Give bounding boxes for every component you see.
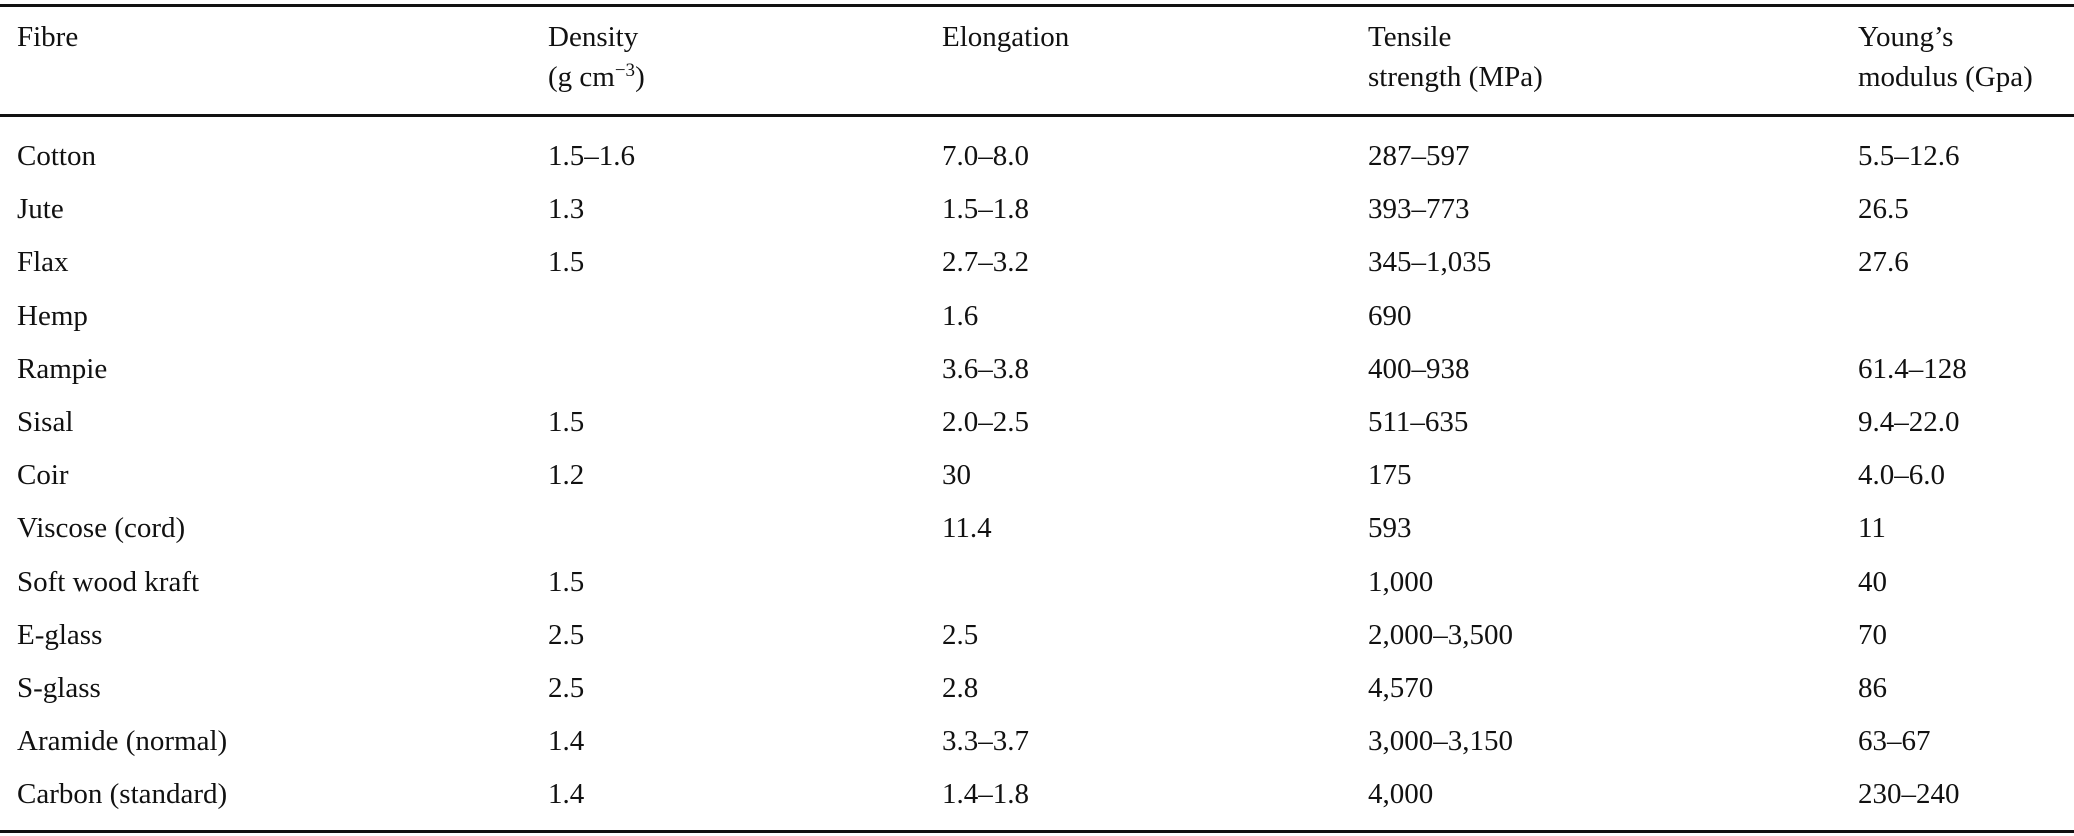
table-cell: 11: [1858, 512, 1886, 545]
fibre-name: Flax: [17, 246, 69, 279]
table-cell: 2.5: [548, 618, 585, 651]
table-cell: 593: [1368, 512, 1412, 545]
table-cell: 4.0–6.0: [1858, 459, 1945, 492]
table-cell: 30: [942, 459, 971, 492]
fibre-name: Rampie: [17, 352, 108, 385]
table-cell: 63–67: [1858, 725, 1931, 758]
table-cell: 345–1,035: [1368, 246, 1492, 279]
table-cell: 1.5: [548, 565, 585, 598]
table-cell: 40: [1858, 565, 1887, 598]
table-cell: 230–240: [1858, 778, 1960, 811]
table-cell: 7.0–8.0: [942, 140, 1029, 172]
table-cell: 1.5: [548, 406, 585, 438]
table-cell: 1.2: [548, 459, 585, 492]
table-cell: 2,000–3,500: [1368, 618, 1513, 651]
fibre-name: Soft wood kraft: [17, 565, 200, 598]
table-cell: 4,570: [1368, 672, 1434, 704]
unit-text: (g cm: [548, 61, 615, 93]
header-cell: Young’s: [1858, 21, 1954, 53]
header-cell: Tensile: [1368, 21, 1452, 53]
fibre-name: Aramide (normal): [17, 725, 228, 758]
unit-exponent: −3: [614, 60, 636, 81]
bottom-rule: [0, 830, 2074, 833]
table-cell: 690: [1368, 299, 1412, 332]
table-cell: 2.7–3.2: [942, 246, 1029, 279]
table-cell: 3.3–3.7: [942, 725, 1029, 758]
table-cell: 26.5: [1858, 193, 1909, 226]
table-cell: 1.6: [942, 299, 979, 332]
header-unit: (g cm−3): [548, 59, 645, 95]
fibre-name: Sisal: [17, 406, 74, 438]
table-cell: 27.6: [1858, 246, 1909, 279]
fibre-name: Viscose (cord): [17, 512, 186, 545]
fibre-name: Carbon (standard): [17, 778, 228, 811]
table-cell: 2.0–2.5: [942, 406, 1029, 438]
table-cell: 1.3: [548, 193, 585, 226]
fibre-name: Cotton: [17, 140, 96, 172]
table-cell: 393–773: [1368, 193, 1470, 226]
table-cell: 5.5–12.6: [1858, 140, 1960, 172]
table-cell: 400–938: [1368, 352, 1470, 385]
unit-text: ): [635, 61, 645, 93]
header-cell: Fibre: [17, 21, 79, 53]
fibre-name: Hemp: [17, 299, 88, 332]
table-cell: 9.4–22.0: [1858, 406, 1960, 438]
fibre-name: E-glass: [17, 618, 103, 651]
table-cell: 3.6–3.8: [942, 352, 1029, 385]
header-cell: Density: [548, 21, 639, 53]
table-cell: 1.4: [548, 725, 585, 758]
table-cell: 1.4–1.8: [942, 778, 1029, 811]
header-cell: Elongation: [942, 21, 1070, 53]
table-cell: 2.5: [942, 618, 979, 651]
header-cell: strength (MPa): [1368, 61, 1543, 93]
table-cell: 1.4: [548, 778, 585, 811]
header-rule: [0, 114, 2074, 117]
header-cell: modulus (Gpa): [1858, 61, 2033, 93]
table-cell: 11.4: [942, 512, 992, 545]
fibre-name: S-glass: [17, 672, 101, 704]
table-cell: 61.4–128: [1858, 352, 1967, 385]
fibre-name: Jute: [17, 193, 64, 226]
table-cell: 511–635: [1368, 406, 1469, 438]
top-rule: [0, 4, 2074, 7]
table-cell: 1.5–1.6: [548, 140, 635, 172]
table-cell: 70: [1858, 618, 1887, 651]
table-cell: 175: [1368, 459, 1412, 492]
table-cell: 4,000: [1368, 778, 1434, 811]
table-cell: 2.8: [942, 672, 979, 704]
table-cell: 1.5: [548, 246, 585, 279]
table-cell: 2.5: [548, 672, 585, 704]
table-cell: 1.5–1.8: [942, 193, 1029, 226]
fibre-name: Coir: [17, 459, 69, 492]
table-cell: 287–597: [1368, 140, 1470, 172]
table-cell: 1,000: [1368, 565, 1434, 598]
table-cell: 86: [1858, 672, 1887, 704]
table-cell: 3,000–3,150: [1368, 725, 1513, 758]
